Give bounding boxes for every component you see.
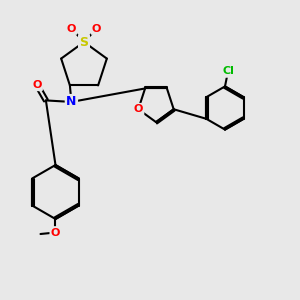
Text: O: O bbox=[32, 80, 42, 90]
Text: O: O bbox=[67, 23, 76, 34]
Text: S: S bbox=[80, 35, 88, 49]
Text: N: N bbox=[66, 95, 76, 108]
Text: Cl: Cl bbox=[222, 66, 234, 76]
Text: O: O bbox=[92, 23, 101, 34]
Text: O: O bbox=[51, 227, 60, 238]
Text: O: O bbox=[134, 104, 143, 114]
